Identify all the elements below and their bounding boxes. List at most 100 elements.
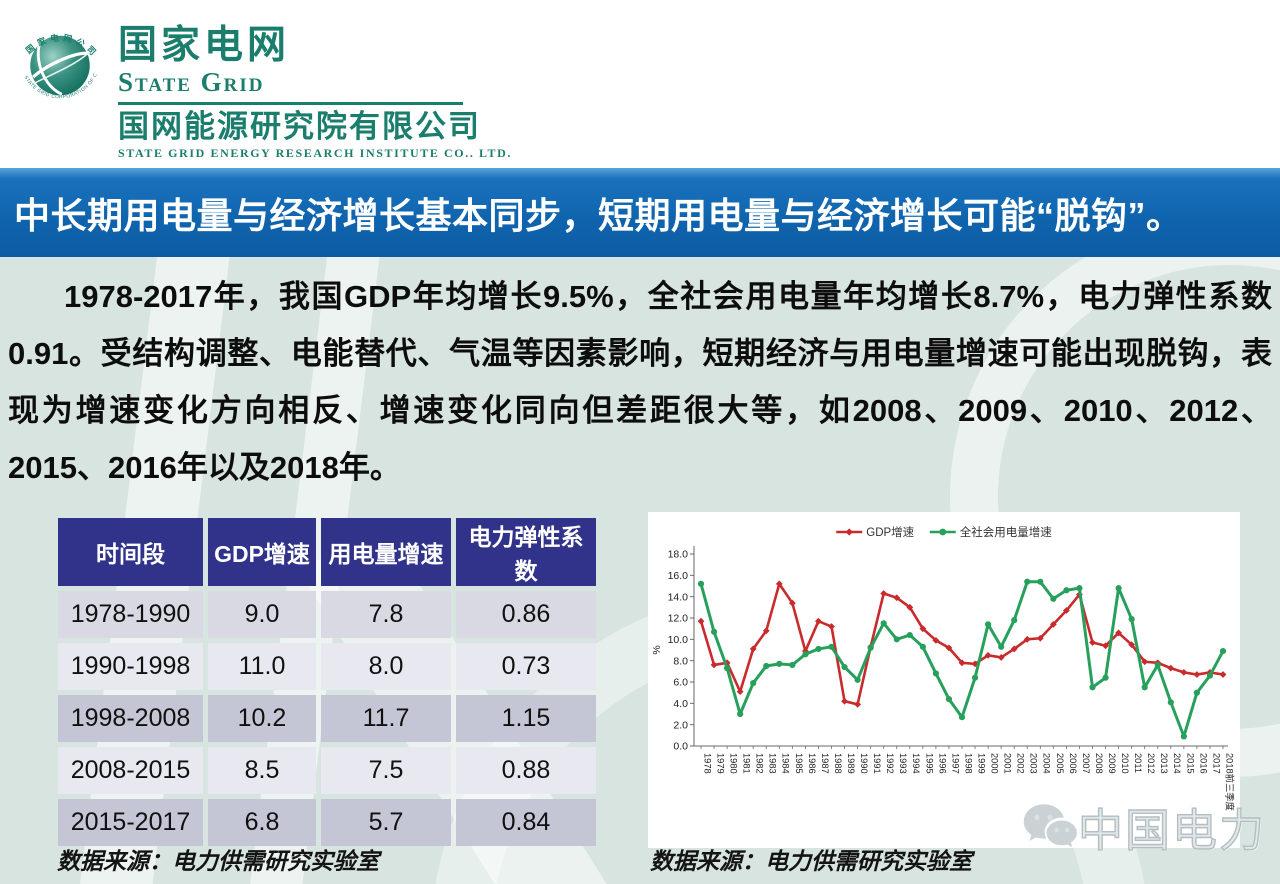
svg-text:1995: 1995	[924, 753, 934, 774]
data-source-note-right: 数据来源：电力供需研究实验室	[650, 849, 972, 874]
svg-text:1981: 1981	[742, 753, 752, 774]
growth-line-chart: 0.0 2.0 4.0 6.0 8.0 10.0 12.0 14.0 16.0 18.0% 1978…	[648, 512, 1240, 848]
svg-text:1997: 1997	[950, 753, 960, 774]
svg-text:2016: 2016	[1198, 753, 1208, 774]
svg-text:2001: 2001	[1003, 753, 1013, 774]
logo-org-en: STATE GRID ENERGY RESEARCH INSTITUTE CO.…	[118, 146, 513, 160]
svg-text:2002: 2002	[1016, 753, 1026, 774]
table-cell: 9.0	[208, 591, 316, 638]
chart-canvas: 0.0 2.0 4.0 6.0 8.0 10.0 12.0 14.0 16.0 18.0% 1978…	[651, 525, 1235, 811]
table-row: 1998-2008 10.2 11.7 1.15	[58, 695, 596, 742]
elasticity-table-wrap: 时间段 GDP增速 用电量增速 电力弹性系数 1978-1990 9.0 7.8 0.86 1…	[53, 513, 601, 851]
column-header: GDP增速	[208, 518, 316, 586]
svg-text:1985: 1985	[794, 753, 804, 774]
wechat-icon	[1023, 803, 1077, 847]
logo-name-en: State Grid	[118, 67, 265, 97]
svg-text:1986: 1986	[807, 753, 817, 774]
svg-text:1979: 1979	[715, 753, 725, 774]
table-cell: 6.8	[208, 799, 316, 846]
svg-text:12.0: 12.0	[668, 613, 689, 625]
table-cell: 8.0	[321, 643, 451, 690]
slide-title: 中长期用电量与经济增长基本同步，短期用电量与经济增长可能“脱钩”。	[14, 194, 1183, 236]
svg-text:1994: 1994	[911, 753, 921, 774]
table-cell: 0.86	[456, 591, 596, 638]
table-cell: 7.8	[321, 591, 451, 638]
svg-text:1978: 1978	[702, 753, 712, 774]
svg-text:2008: 2008	[1094, 753, 1104, 774]
legend-label: GDP增速	[866, 525, 914, 539]
svg-text:2013: 2013	[1159, 753, 1169, 774]
svg-text:1993: 1993	[898, 753, 908, 774]
title-banner: 中长期用电量与经济增长基本同步，短期用电量与经济增长可能“脱钩”。	[0, 168, 1280, 257]
svg-text:1983: 1983	[768, 753, 778, 774]
svg-text:1999: 1999	[976, 753, 986, 774]
svg-text:2003: 2003	[1029, 753, 1039, 774]
legend-label: 全社会用电量增速	[960, 525, 1052, 539]
svg-text:2011: 2011	[1133, 753, 1143, 773]
svg-text:18.0: 18.0	[668, 549, 689, 561]
svg-text:1996: 1996	[937, 753, 947, 774]
table-row: 2008-2015 8.5 7.5 0.88	[58, 747, 596, 794]
table-cell: 1998-2008	[58, 695, 203, 742]
svg-text:2000: 2000	[990, 753, 1000, 774]
table-cell: 1978-1990	[58, 591, 203, 638]
svg-text:1982: 1982	[755, 753, 765, 774]
svg-text:2012: 2012	[1146, 753, 1156, 774]
svg-text:1998: 1998	[963, 753, 973, 774]
logo-name-cn: 国家电网	[118, 24, 291, 67]
table-cell: 10.2	[208, 695, 316, 742]
table-cell: 0.73	[456, 643, 596, 690]
table-header-row: 时间段 GDP增速 用电量增速 电力弹性系数	[58, 518, 596, 586]
table-cell: 0.88	[456, 747, 596, 794]
svg-text:2004: 2004	[1042, 753, 1052, 774]
svg-text:2018前三季度: 2018前三季度	[1224, 753, 1235, 811]
svg-text:14.0: 14.0	[668, 591, 689, 603]
svg-text:1984: 1984	[781, 753, 791, 774]
svg-text:%: %	[651, 645, 663, 654]
table-cell: 7.5	[321, 747, 451, 794]
table-cell: 2015-2017	[58, 799, 203, 846]
svg-text:4.0: 4.0	[673, 698, 688, 710]
table-cell: 0.84	[456, 799, 596, 846]
table-cell: 1.15	[456, 695, 596, 742]
table-cell: 2008-2015	[58, 747, 203, 794]
svg-text:1989: 1989	[846, 753, 856, 774]
svg-text:1980: 1980	[729, 753, 739, 774]
svg-text:1990: 1990	[859, 753, 869, 774]
svg-text:16.0: 16.0	[668, 570, 689, 582]
column-header: 用电量增速	[321, 518, 451, 586]
svg-text:2010: 2010	[1120, 753, 1130, 774]
svg-text:8.0: 8.0	[673, 655, 688, 667]
svg-text:2007: 2007	[1081, 753, 1091, 774]
svg-text:2014: 2014	[1172, 753, 1182, 774]
column-header: 时间段	[58, 518, 203, 586]
logo-divider	[118, 102, 463, 105]
svg-text:2015: 2015	[1185, 753, 1195, 774]
table-row: 2015-2017 6.8 5.7 0.84	[58, 799, 596, 846]
column-header: 电力弹性系数	[456, 518, 596, 586]
state-grid-logo: 国家电网公司 STATE GRID CORPORATION OF CHINA 国…	[12, 6, 512, 161]
table-row: 1978-1990 9.0 7.8 0.86	[58, 591, 596, 638]
slide-header: 国家电网公司 STATE GRID CORPORATION OF CHINA 国…	[0, 0, 1280, 168]
svg-text:1991: 1991	[872, 753, 882, 774]
table-cell: 11.7	[321, 695, 451, 742]
data-source-note-left: 数据来源：电力供需研究实验室	[57, 849, 379, 874]
svg-text:2017: 2017	[1211, 753, 1221, 774]
state-grid-emblem-icon: 国家电网公司 STATE GRID CORPORATION OF CHINA	[12, 6, 98, 100]
svg-text:2.0: 2.0	[673, 719, 688, 731]
svg-text:2009: 2009	[1107, 753, 1117, 774]
svg-text:1987: 1987	[820, 753, 830, 774]
svg-text:1988: 1988	[833, 753, 843, 774]
comparison-table: 时间段 GDP增速 用电量增速 电力弹性系数 1978-1990 9.0 7.8 0.86 1…	[53, 513, 601, 851]
table-cell: 11.0	[208, 643, 316, 690]
table-cell: 5.7	[321, 799, 451, 846]
logo-org-cn: 国网能源研究院有限公司	[118, 109, 481, 144]
svg-text:1992: 1992	[885, 753, 895, 774]
svg-text:6.0: 6.0	[673, 677, 688, 689]
wechat-watermark: 中国电力	[1022, 794, 1266, 859]
table-cell: 8.5	[208, 747, 316, 794]
svg-text:0.0: 0.0	[673, 741, 688, 753]
svg-text:2006: 2006	[1068, 753, 1078, 774]
svg-text:2005: 2005	[1055, 753, 1065, 774]
